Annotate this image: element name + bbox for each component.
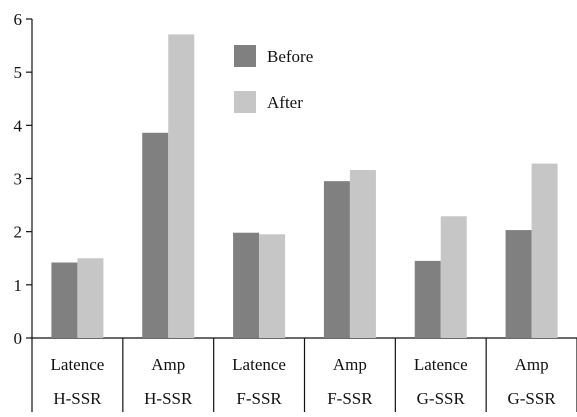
bar-after — [532, 164, 558, 338]
legend-label-before: Before — [267, 47, 313, 66]
y-tick-label: 2 — [14, 223, 23, 242]
bars — [51, 34, 557, 338]
category-label-line2: H-SSR — [53, 389, 102, 408]
bar-before — [506, 230, 532, 338]
y-tick-label: 1 — [14, 276, 23, 295]
bar-before — [51, 263, 77, 338]
category-labels: Latence H-SSR Amp H-SSR Latence F-SSR Amp F-SSR… — [51, 355, 557, 408]
legend-swatch-before — [234, 45, 256, 67]
category-label-line1: Latence — [51, 355, 105, 374]
category-label-line2: F-SSR — [327, 389, 373, 408]
category-label-line2: F-SSR — [236, 389, 282, 408]
y-tick-label: 0 — [14, 329, 23, 348]
bar-after — [441, 216, 467, 338]
legend-swatch-after — [234, 91, 256, 113]
y-tick-label: 6 — [14, 10, 23, 29]
category-label-line1: Amp — [515, 355, 549, 374]
legend-label-after: After — [267, 93, 303, 112]
category-label-line2: H-SSR — [144, 389, 193, 408]
category-label-line2: G-SSR — [417, 389, 466, 408]
bar-after — [350, 170, 376, 338]
legend: Before After — [234, 45, 313, 113]
bar-after — [259, 234, 285, 338]
category-label-line1: Amp — [333, 355, 367, 374]
category-label-line2: G-SSR — [507, 389, 556, 408]
bar-before — [415, 261, 441, 338]
bar-after — [77, 258, 103, 338]
bar-after — [168, 34, 194, 338]
bar-before — [324, 181, 350, 338]
y-tick-label: 3 — [14, 170, 23, 189]
axes: 0 1 2 3 4 5 6 — [14, 10, 577, 412]
bar-before — [142, 133, 168, 338]
y-tick-label: 5 — [14, 63, 23, 82]
category-label-line1: Amp — [151, 355, 185, 374]
category-label-line1: Latence — [414, 355, 468, 374]
category-label-line1: Latence — [232, 355, 286, 374]
bar-before — [233, 233, 259, 338]
y-tick-label: 4 — [14, 116, 23, 135]
